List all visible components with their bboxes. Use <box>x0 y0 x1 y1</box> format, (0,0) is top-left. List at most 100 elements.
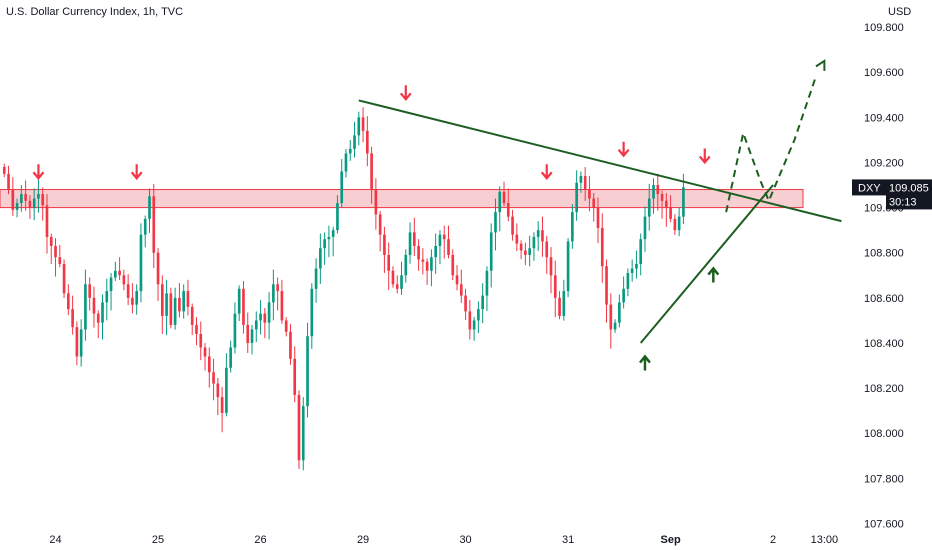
candle-body <box>297 394 301 461</box>
candle-body <box>114 270 117 278</box>
candle-body <box>643 216 647 240</box>
candle-body <box>669 207 672 219</box>
y-axis-unit: USD <box>888 6 911 18</box>
y-tick-label: 107.800 <box>864 473 904 485</box>
candle-body <box>348 148 352 154</box>
candle-body <box>246 324 250 343</box>
symbol-badge <box>852 179 886 196</box>
y-tick-label: 108.400 <box>864 338 904 350</box>
candle-body <box>225 367 228 413</box>
candle-body <box>545 241 549 258</box>
candle-body <box>207 356 211 373</box>
candle-body <box>532 236 536 249</box>
candle-body <box>494 212 497 233</box>
candle-body <box>135 291 139 305</box>
candle-body <box>682 187 685 217</box>
candle-body <box>126 284 130 298</box>
x-tick-label: 2 <box>770 534 776 546</box>
candle-body <box>468 311 472 330</box>
candle-body <box>677 216 681 231</box>
candle-body <box>481 295 484 310</box>
y-tick-label: 109.200 <box>864 157 904 169</box>
candle-body <box>301 406 305 461</box>
candle-body <box>314 268 318 289</box>
candle-body <box>28 200 32 208</box>
price-badge-countdown: 30:13 <box>889 196 917 208</box>
candle-body <box>438 234 442 246</box>
candle-body <box>506 203 510 217</box>
candle-body <box>122 275 126 285</box>
resistance-zone <box>0 189 804 209</box>
candle-body <box>395 284 399 289</box>
y-tick-label: 108.800 <box>864 248 904 260</box>
candle-body <box>374 189 378 215</box>
y-tick-label: 108.600 <box>864 293 904 305</box>
candle-body <box>622 288 625 303</box>
candle-body <box>519 243 523 251</box>
x-tick-label: 29 <box>357 534 369 546</box>
candle-body <box>485 270 489 296</box>
candle-body <box>353 135 356 149</box>
candle-body <box>524 250 527 255</box>
candle-body <box>41 194 45 206</box>
candle-body <box>408 232 412 255</box>
y-tick-label: 108.200 <box>864 383 904 395</box>
candle-body <box>605 266 608 305</box>
candle-body <box>148 196 151 219</box>
candle-body <box>212 372 215 384</box>
candle-body <box>96 313 100 323</box>
candle-body <box>656 185 660 195</box>
symbol-badge-label: DXY <box>858 182 881 194</box>
projection-arrow-head <box>815 59 826 71</box>
down-arrow-icon <box>540 164 553 180</box>
ascending-trendline <box>639 184 774 344</box>
candle-body <box>267 302 271 323</box>
candle-body <box>340 171 344 204</box>
candle-body <box>361 117 365 131</box>
candle-body <box>425 261 429 271</box>
candle-body <box>306 336 309 407</box>
x-tick-label: 13:00 <box>811 534 839 546</box>
candle-body <box>366 130 369 154</box>
candle-body <box>472 320 476 330</box>
candle-body <box>404 254 408 276</box>
candle-body <box>169 293 173 325</box>
x-tick-label: Sep <box>661 534 681 546</box>
candle-body <box>289 331 292 359</box>
candle-body <box>536 230 540 237</box>
y-tick-label: 109.600 <box>864 67 904 79</box>
candle-body <box>528 248 531 255</box>
candle-body <box>464 295 467 312</box>
candle-body <box>566 241 570 292</box>
candle-body <box>58 257 62 264</box>
candle-body <box>92 297 96 314</box>
candle-body <box>54 245 57 258</box>
candle-body <box>489 232 493 271</box>
candle-body <box>242 288 245 325</box>
candle-body <box>596 207 600 228</box>
candle-body <box>391 270 395 285</box>
candle-body <box>459 284 463 296</box>
candle-body <box>323 239 326 249</box>
candle-body <box>15 203 19 210</box>
candle-body <box>237 288 241 314</box>
candle-body <box>152 196 156 253</box>
candle-body <box>541 230 544 242</box>
candle-body <box>442 234 446 240</box>
candle-body <box>272 284 275 303</box>
candle-body <box>553 275 557 298</box>
candle-body <box>357 117 361 136</box>
candle-body <box>618 302 621 323</box>
candle-body <box>276 284 279 292</box>
candle-body <box>626 273 630 289</box>
candle-body <box>310 288 314 337</box>
up-arrow-icon <box>707 266 720 283</box>
down-arrow-icon <box>617 141 630 158</box>
candle-body <box>88 284 92 298</box>
candle-body <box>477 309 480 321</box>
candle-body <box>220 397 224 413</box>
candle-body <box>609 304 613 330</box>
x-tick-label: 31 <box>562 534 574 546</box>
candle-body <box>417 245 420 260</box>
